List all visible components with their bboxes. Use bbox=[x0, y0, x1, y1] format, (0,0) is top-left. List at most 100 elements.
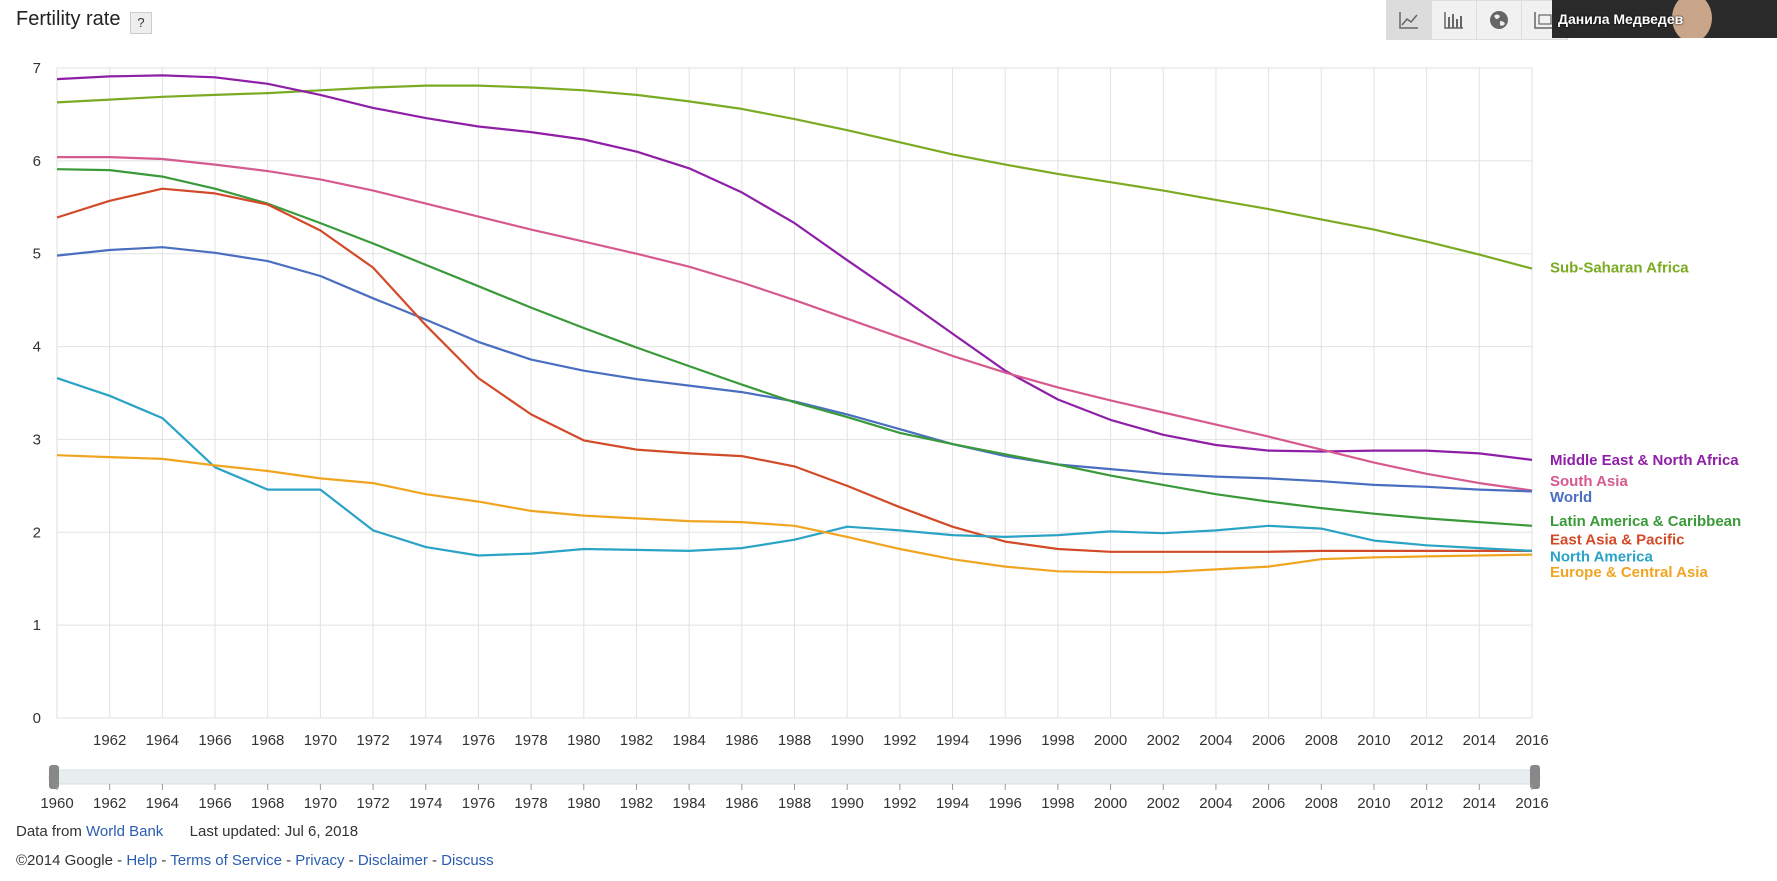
slider-tick-label: 1976 bbox=[462, 795, 495, 812]
x-tick-label: 1966 bbox=[198, 732, 231, 749]
slider-tick-label: 2002 bbox=[1147, 795, 1180, 812]
x-tick-label: 2004 bbox=[1199, 732, 1232, 749]
x-tick-label: 1976 bbox=[462, 732, 495, 749]
slider-tick-label: 2006 bbox=[1252, 795, 1285, 812]
range-slider-track bbox=[48, 769, 1541, 785]
help-button[interactable]: ? bbox=[130, 12, 152, 34]
slider-tick-label: 1980 bbox=[567, 795, 600, 812]
range-slider-right-handle[interactable] bbox=[1530, 765, 1540, 789]
range-slider-left-handle[interactable] bbox=[49, 765, 59, 789]
series-line bbox=[57, 156, 1533, 492]
slider-tick-label: 2012 bbox=[1410, 795, 1443, 812]
series-line bbox=[56, 454, 1533, 574]
help-link[interactable]: Help bbox=[126, 852, 158, 869]
disclaimer-link[interactable]: Disclaimer bbox=[357, 852, 428, 869]
x-tick-label: 1964 bbox=[146, 732, 179, 749]
bar-chart-button[interactable] bbox=[1432, 1, 1477, 39]
series-label: East Asia & Pacific bbox=[1550, 532, 1685, 549]
slider-tick-label: 2000 bbox=[1094, 795, 1127, 812]
table-icon bbox=[1534, 12, 1553, 29]
footer-links: ©2014 Google - Help - Terms of Service -… bbox=[16, 852, 494, 869]
y-tick-label: 3 bbox=[33, 431, 41, 448]
y-tick-label: 2 bbox=[33, 524, 41, 541]
y-tick-label: 6 bbox=[33, 153, 41, 170]
slider-tick-label: 1960 bbox=[40, 795, 73, 812]
x-tick-label: 2000 bbox=[1094, 732, 1127, 749]
globe-icon bbox=[1490, 11, 1508, 29]
copyright-text: ©2014 Google bbox=[16, 852, 113, 869]
slider-tick-label: 1982 bbox=[620, 795, 653, 812]
series-line bbox=[56, 377, 1533, 557]
series-label: South Asia bbox=[1550, 473, 1628, 490]
x-tick-label: 2008 bbox=[1305, 732, 1338, 749]
x-tick-label: 2002 bbox=[1147, 732, 1180, 749]
discuss-link[interactable]: Discuss bbox=[441, 852, 494, 869]
webcam-user-name: Данила Медведев bbox=[1558, 11, 1684, 27]
series-label: North America bbox=[1550, 548, 1653, 565]
series-label: Europe & Central Asia bbox=[1550, 564, 1708, 581]
x-tick-label: 1982 bbox=[620, 732, 653, 749]
slider-tick-label: 1968 bbox=[251, 795, 284, 812]
x-tick-label: 2016 bbox=[1515, 732, 1548, 749]
slider-tick-label: 1978 bbox=[514, 795, 547, 812]
slider-tick-label: 1992 bbox=[883, 795, 916, 812]
slider-tick-label: 1974 bbox=[409, 795, 442, 812]
map-button[interactable] bbox=[1477, 1, 1522, 39]
series-label: Middle East & North Africa bbox=[1550, 452, 1739, 469]
series-label: World bbox=[1550, 489, 1592, 506]
x-tick-label: 1968 bbox=[251, 732, 284, 749]
bar-chart-icon bbox=[1444, 12, 1463, 29]
slider-tick-label: 1964 bbox=[146, 795, 179, 812]
slider-tick-label: 1990 bbox=[830, 795, 863, 812]
x-tick-label: 1972 bbox=[356, 732, 389, 749]
series-line bbox=[56, 168, 1533, 527]
slider-tick-label: 1984 bbox=[672, 795, 705, 812]
fertility-line-chart: 1962 1964 1966 1968 1970 1972 1974 1976 1978 1980… bbox=[33, 60, 1742, 812]
x-tick-label: 2010 bbox=[1357, 732, 1390, 749]
slider-tick-label: 2010 bbox=[1357, 795, 1390, 812]
x-tick-label: 1996 bbox=[989, 732, 1022, 749]
x-tick-label: 1994 bbox=[936, 732, 969, 749]
webcam-face bbox=[1672, 0, 1712, 38]
world-bank-link[interactable]: World Bank bbox=[86, 823, 164, 840]
slider-tick-label: 1988 bbox=[778, 795, 811, 812]
slider-tick-label: 2004 bbox=[1199, 795, 1232, 812]
slider-tick-label: 1966 bbox=[198, 795, 231, 812]
line-chart-button[interactable] bbox=[1387, 1, 1432, 39]
separator: - bbox=[157, 852, 171, 869]
data-from-text: Data from bbox=[16, 823, 82, 840]
slider-tick-label: 2008 bbox=[1305, 795, 1338, 812]
slider-tick-label: 1994 bbox=[936, 795, 969, 812]
x-tick-label: 1962 bbox=[93, 732, 126, 749]
x-tick-label: 1990 bbox=[830, 732, 863, 749]
terms-link[interactable]: Terms of Service bbox=[170, 852, 282, 869]
slider-tick-label: 1996 bbox=[989, 795, 1022, 812]
series-line bbox=[56, 74, 1533, 461]
series-line bbox=[56, 187, 1532, 553]
separator: - bbox=[344, 852, 358, 869]
slider-tick-label: 2016 bbox=[1515, 795, 1548, 812]
x-tick-label: 1988 bbox=[778, 732, 811, 749]
x-tick-label: 2006 bbox=[1252, 732, 1285, 749]
x-tick-label: 1978 bbox=[514, 732, 547, 749]
x-tick-label: 1998 bbox=[1041, 732, 1074, 749]
slider-tick-label: 1998 bbox=[1041, 795, 1074, 812]
separator: - bbox=[112, 852, 127, 869]
series-label: Latin America & Caribbean bbox=[1550, 513, 1741, 530]
privacy-link[interactable]: Privacy bbox=[295, 852, 345, 869]
slider-tick-label: 1970 bbox=[304, 795, 337, 812]
slider-tick-label: 2014 bbox=[1463, 795, 1496, 812]
x-tick-label: 2014 bbox=[1463, 732, 1496, 749]
data-source-line: Data from World Bank Last updated: Jul 6… bbox=[16, 823, 358, 840]
chart-title: Fertility rate bbox=[16, 8, 121, 30]
x-tick-label: 1984 bbox=[672, 732, 705, 749]
slider-tick-label: 1972 bbox=[356, 795, 389, 812]
slider-tick-label: 1962 bbox=[93, 795, 126, 812]
y-tick-label: 4 bbox=[33, 339, 41, 356]
y-tick-label: 7 bbox=[33, 60, 41, 77]
webcam-overlay: Данила Медведев bbox=[1552, 0, 1777, 38]
y-tick-label: 1 bbox=[33, 617, 41, 634]
x-tick-label: 1974 bbox=[409, 732, 442, 749]
y-tick-label: 5 bbox=[33, 246, 41, 263]
line-chart-icon bbox=[1399, 12, 1418, 29]
